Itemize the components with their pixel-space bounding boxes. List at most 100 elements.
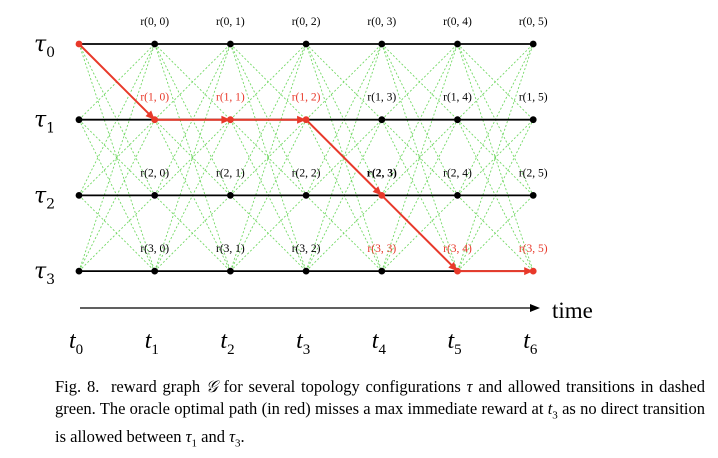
time-step-label-subscript: 4 (378, 342, 386, 358)
reward-label: r(1, 5) (519, 92, 548, 104)
topology-label: τ2 (34, 183, 55, 212)
caption-t3: t (547, 399, 553, 418)
time-step-label: t4 (372, 328, 387, 358)
time-axis-label: time (552, 298, 593, 323)
time-step-label-subscript: 2 (227, 342, 235, 358)
graph-node (302, 192, 310, 199)
timeline-edges (79, 43, 534, 273)
optimal-path-segment (78, 43, 156, 121)
caption-graph-symbol: 𝒢 (205, 377, 218, 396)
graph-node (75, 116, 83, 124)
graph-node (378, 267, 386, 275)
reward-label: r(2, 0) (140, 167, 169, 179)
time-step-label: t1 (145, 328, 159, 358)
reward-label: r(2, 4) (443, 167, 472, 179)
time-step-label-subscript: 1 (151, 342, 159, 358)
allowed-transitions (78, 43, 534, 272)
time-step-label-subscript: 0 (76, 342, 84, 358)
transition-line (154, 43, 231, 121)
reward-label: r(3, 0) (140, 243, 169, 255)
optimal-path-segment (305, 118, 383, 197)
caption-text-4: as no direct transition is allowed betwe… (55, 399, 705, 447)
reward-label: r(3, 2) (292, 243, 321, 255)
transition-line (305, 195, 383, 272)
caption-fig-number: Fig. 8. (55, 377, 100, 396)
transition-line (230, 43, 307, 121)
caption-tau1: τ (185, 427, 192, 447)
figure-caption: Fig. 8. reward graph 𝒢 for several topol… (55, 376, 705, 455)
transition-line (305, 43, 383, 121)
time-step-label-subscript: 5 (454, 342, 462, 358)
reward-label: r(0, 1) (216, 16, 245, 28)
transition-line (457, 195, 534, 272)
graph-node (454, 116, 461, 124)
transition-line (154, 195, 231, 272)
transition-line (381, 119, 458, 196)
reward-label: r(1, 1) (216, 92, 245, 104)
topology-label-subscript: 3 (46, 272, 55, 288)
time-step-label: t3 (296, 328, 310, 358)
topology-label: τ1 (34, 108, 55, 137)
reward-label: r(0, 5) (519, 16, 548, 28)
transition-line (78, 195, 156, 272)
caption-text-3: and allowed transitions in dashed green.… (55, 377, 705, 418)
reward-graph-figure: r(0, 0) r(0, 1) r(0, 2) r(0, 3) r(0, 4) r(0, … (34, 16, 593, 358)
optimal-path-arrowhead (297, 115, 307, 124)
caption-text-5: and (197, 427, 230, 447)
topology-label: τ0 (34, 32, 55, 61)
reward-label: r(1, 4) (443, 92, 472, 104)
reward-label: r(0, 0) (140, 16, 169, 28)
transition-line (457, 43, 534, 121)
time-step-label: t6 (523, 328, 538, 358)
reward-labels: r(0, 0) r(0, 1) r(0, 2) r(0, 3) r(0, 4) r(0, … (140, 16, 547, 255)
graph-node (454, 192, 461, 199)
caption-t3-sub: 3 (552, 409, 558, 422)
graph-node (75, 267, 83, 275)
time-step-label-subscript: 6 (530, 342, 538, 358)
graph-node (302, 40, 310, 48)
topology-label-subscript: 2 (46, 196, 55, 212)
caption-text-6: . (240, 427, 245, 447)
reward-label: r(3, 1) (216, 243, 245, 255)
caption-tau: τ (466, 377, 473, 396)
graph-node (454, 267, 461, 275)
transition-line (230, 119, 307, 196)
optimal-path-segment (381, 194, 459, 272)
reward-label: r(1, 3) (367, 92, 396, 104)
time-step-label: t2 (220, 328, 234, 358)
graph-node (227, 116, 234, 124)
graph-node (378, 116, 386, 124)
caption-tau3: τ (229, 427, 235, 447)
graph-node (151, 40, 159, 48)
optimal-path-arrowhead (221, 115, 231, 124)
reward-label: r(1, 0) (140, 92, 169, 104)
graph-node (529, 192, 537, 199)
transition-line (154, 119, 231, 196)
transition-line (230, 195, 307, 272)
reward-label: r(0, 3) (367, 16, 396, 28)
topology-labels: τ0 τ1 τ2 τ3 (34, 32, 55, 288)
topology-label: τ3 (34, 259, 55, 288)
reward-label: r(2, 5) (519, 167, 548, 179)
graph-node (75, 192, 83, 199)
time-axis: time (80, 298, 593, 323)
graph-node (227, 40, 234, 48)
caption-text-2: for several topology configurations (217, 377, 467, 396)
graph-node (151, 267, 159, 275)
reward-label: r(1, 2) (292, 92, 321, 104)
graph-node (529, 116, 537, 124)
reward-label: r(3, 4) (443, 243, 472, 255)
reward-label: r(3, 5) (519, 243, 548, 255)
graph-node (378, 40, 386, 48)
reward-label: r(2, 3) (367, 167, 397, 179)
caption-tau1-sub: 1 (191, 437, 198, 450)
time-step-label: t0 (69, 328, 83, 358)
time-step-labels: t0 t1 t2 t3 t4 t5 t6 (69, 328, 538, 358)
time-step-label-subscript: 3 (303, 342, 311, 358)
graph-node (302, 116, 310, 124)
optimal-path (78, 43, 534, 276)
reward-label: r(0, 4) (443, 16, 472, 28)
graph-node (454, 40, 461, 48)
transition-line (381, 43, 458, 121)
topology-label-subscript: 1 (46, 121, 55, 137)
